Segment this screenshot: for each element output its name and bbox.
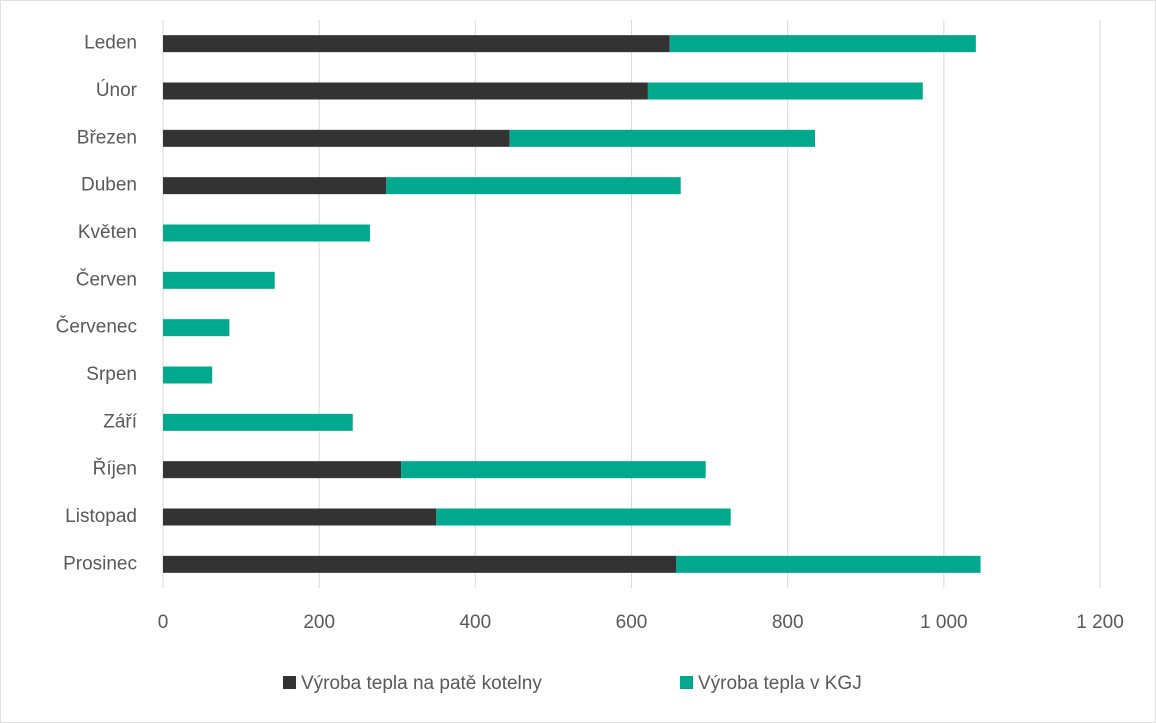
x-tick-label: 600	[616, 612, 648, 633]
y-tick-label: Únor	[96, 79, 138, 101]
y-tick-label: Květen	[78, 222, 137, 243]
y-tick-label: Březen	[77, 127, 137, 148]
bar	[163, 82, 648, 100]
bar	[163, 224, 370, 242]
bar	[509, 129, 815, 147]
legend-label: Výroba tepla na patě kotelny	[301, 673, 542, 694]
bar	[436, 508, 731, 526]
bar	[669, 35, 976, 53]
bar	[676, 555, 981, 573]
x-tick-label: 400	[459, 612, 491, 633]
bar	[163, 366, 213, 384]
bar	[647, 82, 923, 100]
legend-swatch	[680, 676, 693, 689]
y-tick-label: Leden	[84, 33, 137, 54]
y-tick-label: Červenec	[56, 316, 137, 338]
bar	[163, 555, 677, 573]
x-tick-label: 1 000	[920, 612, 968, 633]
y-tick-label: Říjen	[93, 458, 137, 480]
y-tick-label: Prosinec	[63, 553, 137, 574]
bar	[163, 461, 402, 479]
bar	[401, 461, 706, 479]
bar	[163, 35, 670, 53]
x-tick-label: 1 200	[1076, 612, 1124, 633]
y-tick-label: Duben	[81, 175, 137, 196]
x-tick-label: 0	[158, 612, 169, 633]
bar	[163, 413, 353, 431]
x-tick-label: 800	[772, 612, 804, 633]
x-tick-label: 200	[303, 612, 335, 633]
bar	[163, 129, 510, 147]
bar	[386, 177, 681, 195]
y-tick-label: Srpen	[86, 364, 137, 385]
legend-swatch	[283, 676, 296, 689]
y-tick-label: Červen	[76, 268, 137, 290]
bar	[163, 271, 275, 289]
y-tick-label: Září	[103, 411, 138, 432]
legend-label: Výroba tepla v KGJ	[698, 673, 862, 694]
bar	[163, 319, 230, 337]
bar	[163, 177, 387, 195]
bar	[163, 508, 437, 526]
y-tick-label: Listopad	[65, 506, 137, 527]
